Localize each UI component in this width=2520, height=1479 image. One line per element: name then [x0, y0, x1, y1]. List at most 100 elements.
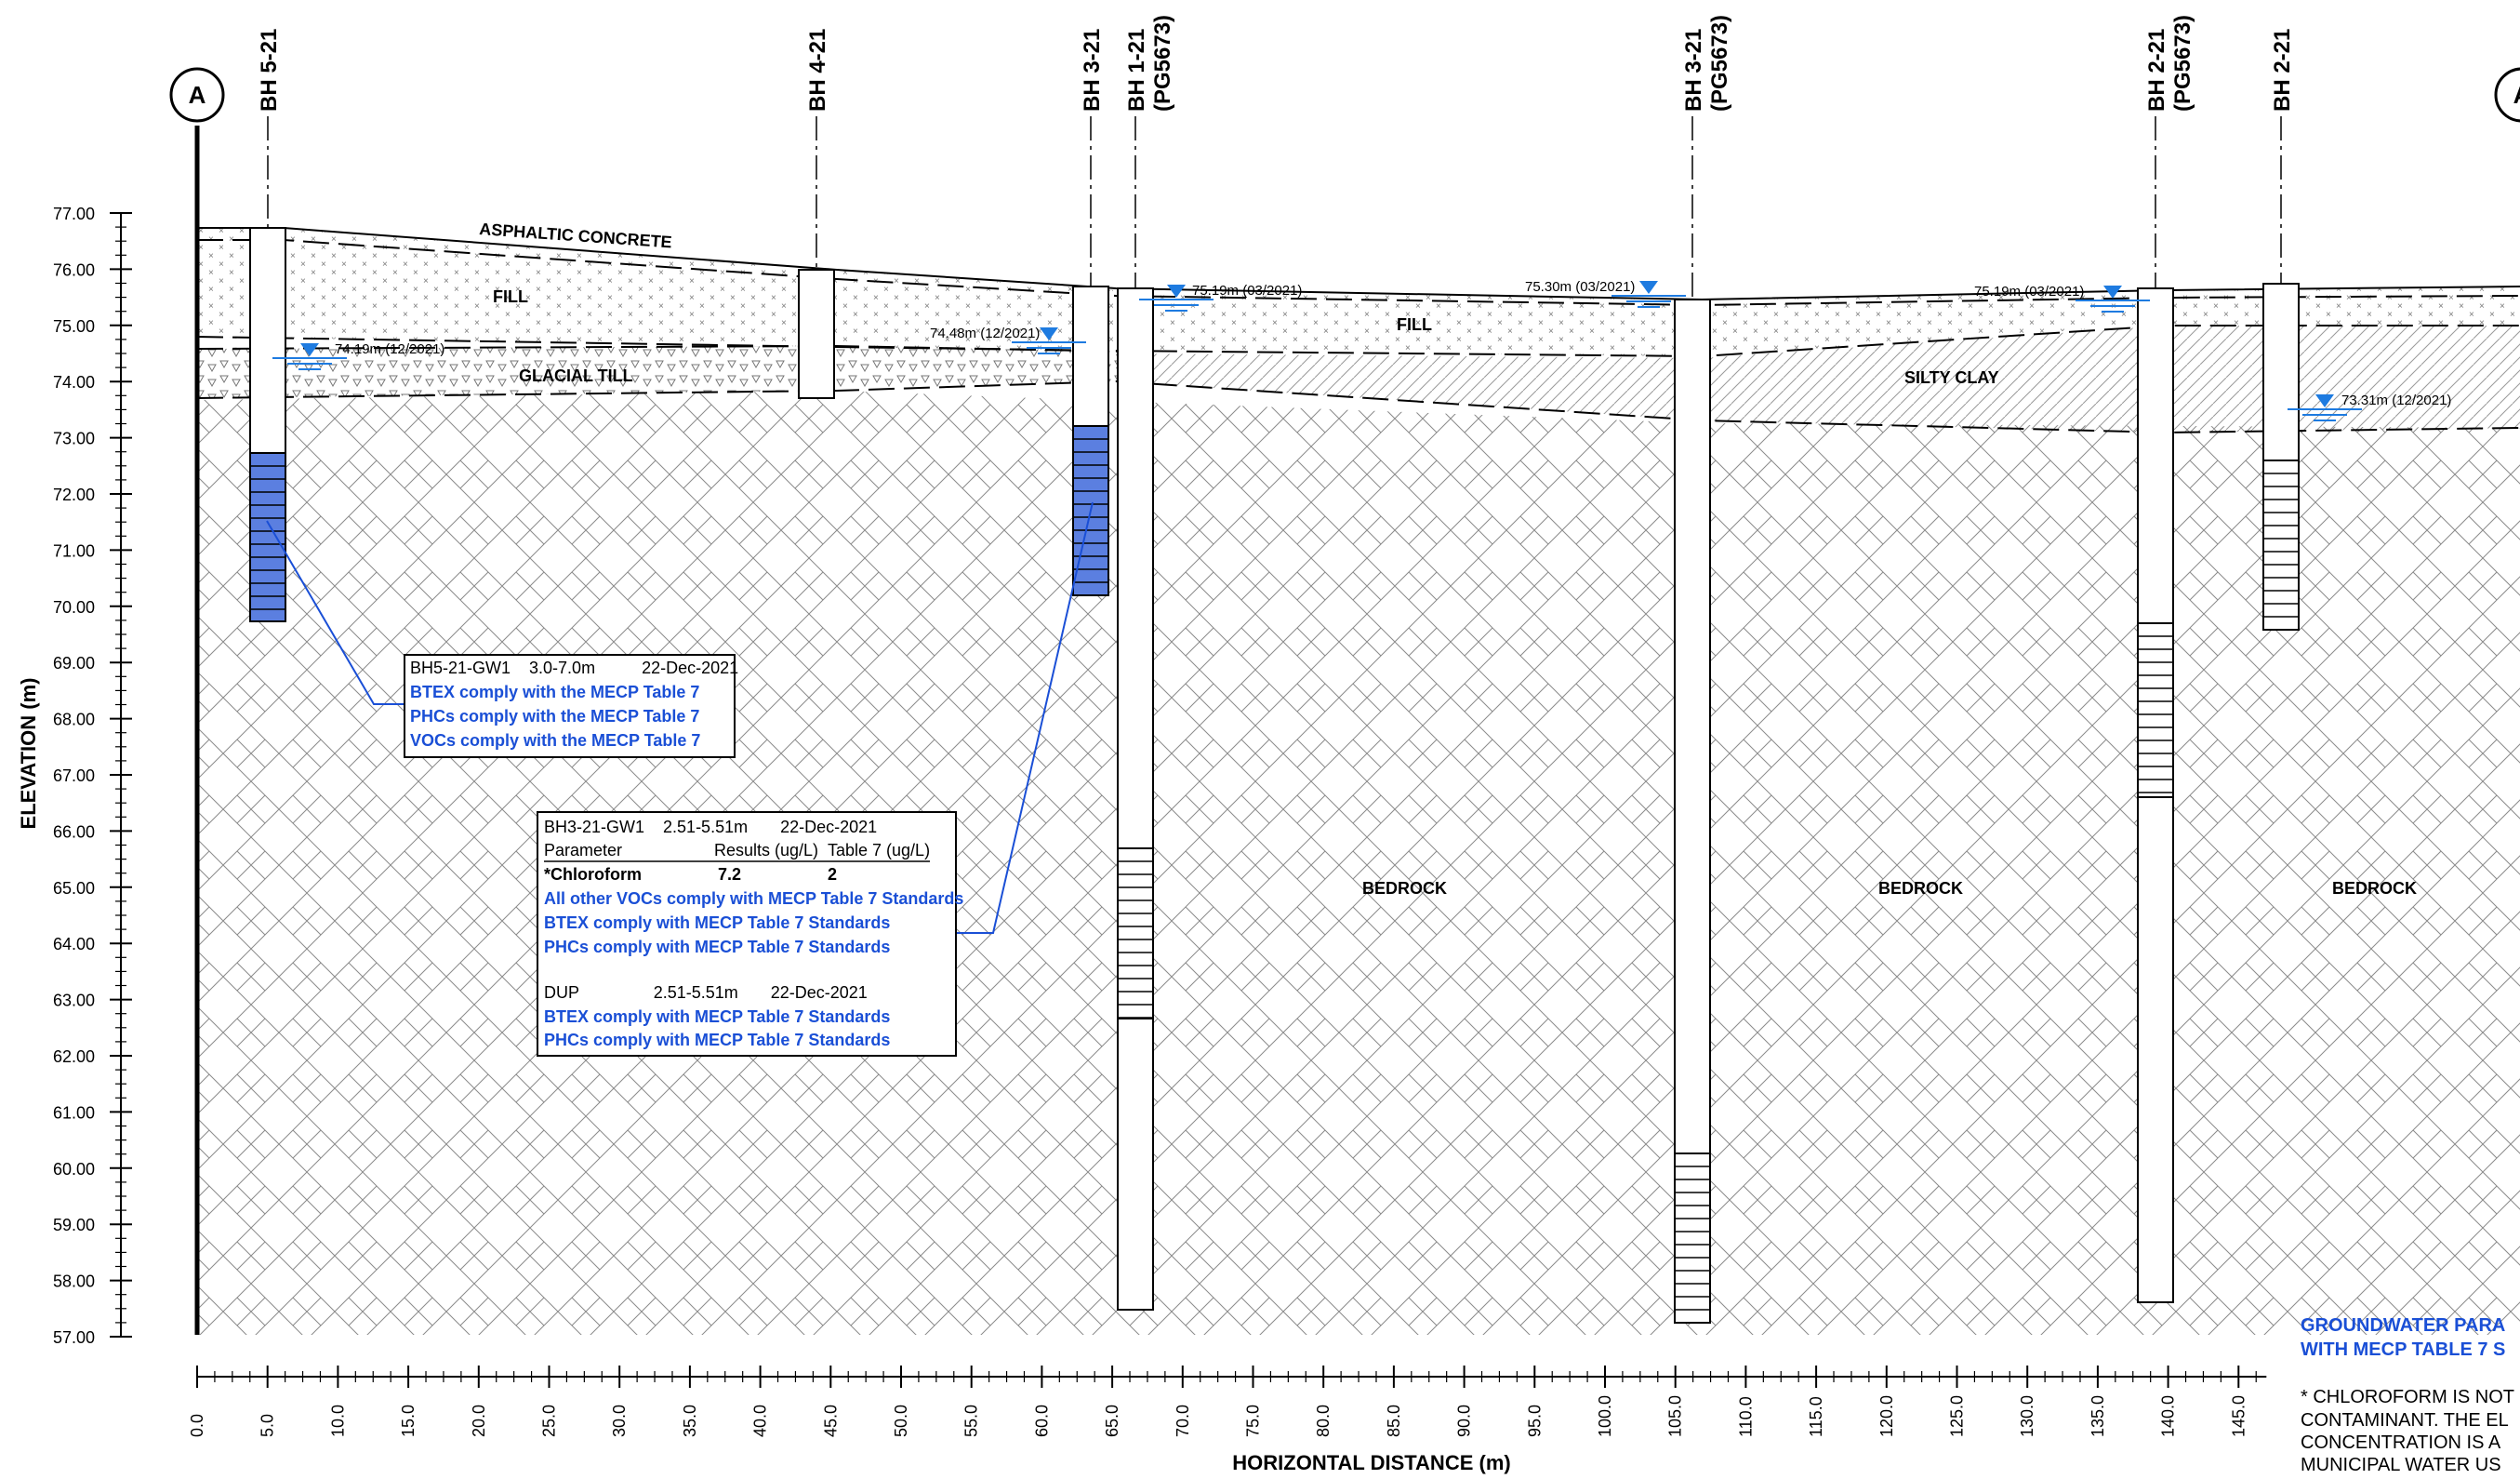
water-level-label: 75.19m (03/2021) [1192, 283, 1302, 299]
borehole-label: BH 2-21 [2270, 29, 2295, 112]
leader-line-bh5 [266, 520, 406, 705]
x-tick-label: 115.0 [1807, 1396, 1825, 1437]
water-level-3: 75.19m (03/2021) [1139, 283, 1302, 312]
svg-text:VOCs comply with the MECP Tabl: VOCs comply with the MECP Table 7 [410, 731, 700, 750]
y-tick-label: 63.00 [53, 992, 95, 1010]
svg-text:CONCENTRATION IS A: CONCENTRATION IS A [2301, 1432, 2501, 1453]
y-tick-label: 64.00 [53, 935, 95, 953]
svg-text:BTEX comply with the MECP Tabl: BTEX comply with the MECP Table 7 [410, 683, 699, 701]
water-levels: 74.19m (12/2021) 74.48m (12/2021) 75.19m (… [272, 279, 2451, 421]
bedrock-zone [197, 391, 2520, 1335]
svg-text:All other VOCs comply with MEC: All other VOCs comply with MECP Table 7 … [544, 889, 963, 908]
svg-text:DUP 2.51-5.51m: DUP 2.51-5.51m 22-Dec-2021 [544, 983, 868, 1002]
x-axis: 0.0 5.0 10.0 15.0 20.0 25.0 30.0 35.0 40.0 45.0 50… [188, 1366, 2267, 1437]
x-tick-label: 40.0 [751, 1405, 770, 1437]
leader-line-bh3 [955, 501, 1094, 934]
svg-text:BH 3-21: BH 3-21 [1681, 29, 1706, 112]
x-tick-label: 105.0 [1666, 1395, 1685, 1437]
water-level-5: 75.19m (03/2021) [1974, 284, 2150, 313]
water-level-1: 74.19m (12/2021) [272, 341, 444, 370]
bedrock-label-2: BEDROCK [1878, 879, 1963, 898]
borehole-1: BH 5-21 [249, 29, 286, 622]
water-level-label: 74.19m (12/2021) [335, 341, 444, 357]
y-tick-label: 76.00 [53, 260, 95, 279]
water-level-label: 74.48m (12/2021) [930, 326, 1040, 341]
svg-text:BH3-21-GW1 2.51-5.51m: BH3-21-GW1 2.51-5.51m 22-Dec-2021 [544, 818, 877, 836]
x-tick-label: 75.0 [1244, 1405, 1263, 1437]
x-tick-label: 60.0 [1032, 1405, 1051, 1437]
y-tick-label: 59.00 [53, 1216, 95, 1234]
x-tick-label: 90.0 [1455, 1405, 1474, 1437]
x-tick-label: 15.0 [399, 1405, 418, 1437]
water-level-label: 75.30m (03/2021) [1525, 279, 1635, 295]
well-screen [2262, 460, 2300, 631]
y-tick-label: 77.00 [53, 205, 95, 223]
y-tick-label: 65.00 [53, 879, 95, 898]
well-screen [2137, 622, 2174, 798]
svg-text:PHCs comply with MECP Table 7: PHCs comply with MECP Table 7 Standards [544, 938, 890, 956]
svg-text:GROUNDWATER PARA: GROUNDWATER PARA [2301, 1315, 2505, 1336]
borehole-2: BH 4-21 [798, 29, 835, 399]
groundwater-note: GROUNDWATER PARA WITH MECP TABLE 7 S [2301, 1315, 2505, 1360]
well-screen [249, 452, 286, 622]
water-level-6: 73.31m (12/2021) [2288, 393, 2451, 421]
fill-base-line [196, 325, 2520, 358]
bedrock-label-3: BEDROCK [2332, 879, 2417, 898]
till-top-line [196, 344, 1135, 353]
x-tick-label: 85.0 [1385, 1405, 1403, 1437]
glacial-till-label: GLACIAL TILL [519, 366, 633, 385]
svg-text:(PG5673): (PG5673) [1150, 15, 1175, 112]
y-tick-label: 74.00 [53, 373, 95, 392]
borehole-4: BH 1-21 (PG5673) [1117, 15, 1175, 1311]
svg-text:CONTAMINANT. THE EL: CONTAMINANT. THE EL [2301, 1410, 2509, 1431]
y-tick-label: 70.00 [53, 598, 95, 617]
silty-clay-label: SILTY CLAY [1904, 368, 1999, 387]
till-zone [197, 346, 1134, 398]
svg-text:(PG5673): (PG5673) [2170, 15, 2195, 112]
svg-text:2: 2 [828, 865, 837, 884]
svg-text:BH 1-21: BH 1-21 [1124, 29, 1149, 112]
x-tick-label: 10.0 [328, 1405, 347, 1437]
svg-text:Parameter: Parameter [544, 841, 622, 859]
y-tick-label: 58.00 [53, 1272, 95, 1291]
x-tick-label: 145.0 [2229, 1395, 2248, 1437]
water-level-label: 73.31m (12/2021) [2341, 393, 2451, 408]
svg-text:BH 2-21: BH 2-21 [2144, 29, 2169, 112]
borehole-3: BH 3-21 [1072, 29, 1109, 596]
bh3-result-box: BH3-21-GW1 2.51-5.51m 22-Dec-2021 Parame… [537, 811, 963, 1057]
till-base-line [196, 380, 2520, 434]
svg-text:PHCs comply with MECP Table 7: PHCs comply with MECP Table 7 Standards [544, 1031, 890, 1049]
x-tick-label: 20.0 [470, 1405, 488, 1437]
svg-text:BH 5-21: BH 5-21 [257, 29, 282, 112]
x-tick-label: 135.0 [2089, 1395, 2107, 1437]
y-tick-label: 68.00 [53, 711, 95, 729]
x-tick-label: 95.0 [1525, 1405, 1544, 1437]
x-tick-label: 65.0 [1103, 1405, 1121, 1437]
water-level-2: 74.48m (12/2021) [930, 326, 1086, 354]
well-screen [1674, 1153, 1711, 1324]
svg-text:7.2: 7.2 [718, 865, 741, 884]
y-tick-label: 75.00 [53, 317, 95, 336]
fill-label-1: FILL [493, 287, 528, 306]
fill-zone [197, 228, 2520, 356]
x-tick-label: 125.0 [1948, 1395, 1967, 1437]
y-tick-label: 66.00 [53, 822, 95, 841]
svg-text:BTEX comply with MECP Table 7: BTEX comply with MECP Table 7 Standards [544, 913, 890, 932]
x-tick-label: 30.0 [610, 1405, 629, 1437]
boreholes: BH 5-21 BH 4-21 BH 3-21 BH 1-21 (PG5673) BH 3… [249, 15, 2300, 1324]
svg-text:BH 4-21: BH 4-21 [805, 29, 830, 112]
y-tick-label: 73.00 [53, 430, 95, 448]
x-tick-label: 140.0 [2159, 1395, 2178, 1437]
svg-text:A: A [2513, 81, 2520, 109]
x-tick-label: 35.0 [681, 1405, 699, 1437]
y-tick-label: 57.00 [53, 1328, 95, 1347]
y-tick-label: 61.00 [53, 1103, 95, 1122]
x-tick-label: 80.0 [1314, 1405, 1333, 1437]
well-screen [1117, 847, 1154, 1019]
water-level-label: 75.19m (03/2021) [1974, 284, 2084, 300]
y-tick-label: 60.00 [53, 1160, 95, 1179]
borehole-5: BH 3-21 (PG5673) [1674, 15, 1732, 1324]
y-axis-label: ELEVATION (m) [17, 678, 40, 830]
x-tick-label: 100.0 [1596, 1395, 1614, 1437]
x-tick-label: 130.0 [2018, 1395, 2036, 1437]
